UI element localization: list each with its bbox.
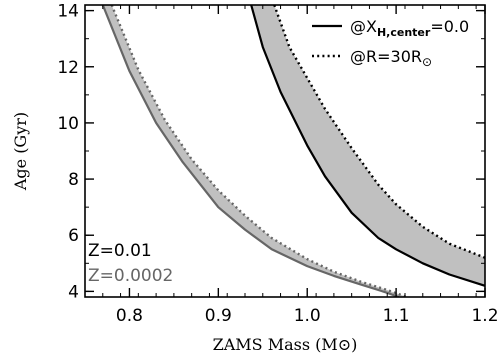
x-tick-label: 1.0 xyxy=(294,306,321,326)
axis-ticks xyxy=(84,5,486,297)
x-axis-label: ZAMS Mass (M⊙) xyxy=(213,335,358,354)
x-tick-label: 1.2 xyxy=(471,306,498,326)
series-line-z0.01-dotted xyxy=(273,5,485,259)
series-line-z0.01-solid xyxy=(250,5,485,287)
y-tick-labels: 4 6 8 10 12 14 xyxy=(57,2,79,303)
series-line-z0.0002-dotted xyxy=(110,5,408,297)
y-axis-label: Age (Gyr) xyxy=(11,112,30,191)
x-tick-label: 0.9 xyxy=(205,306,232,326)
x-tick-labels: 0.8 0.9 1.0 1.1 1.2 xyxy=(116,306,499,326)
annotation-z-0.0002: Z=0.0002 xyxy=(88,266,173,286)
legend-dotted-label: @R=30R⊙ xyxy=(350,47,432,69)
band-z0.01 xyxy=(251,5,485,286)
y-tick-label: 14 xyxy=(57,2,79,22)
x-tick-label: 0.8 xyxy=(116,306,143,326)
legend: @XH,center=0.0 @R=30R⊙ xyxy=(312,17,469,69)
x-tick-label: 1.1 xyxy=(383,306,410,326)
uncertainty-bands xyxy=(102,5,485,297)
legend-solid-label: @XH,center=0.0 xyxy=(350,17,469,39)
series-line-z0.0002-solid xyxy=(101,5,400,297)
y-tick-label: 10 xyxy=(57,114,79,134)
y-tick-label: 12 xyxy=(57,58,79,78)
y-tick-label: 4 xyxy=(68,282,79,302)
annotation-z-0.01: Z=0.01 xyxy=(88,241,152,261)
series-lines xyxy=(101,5,485,297)
y-tick-label: 8 xyxy=(68,170,79,190)
y-tick-label: 6 xyxy=(68,226,79,246)
